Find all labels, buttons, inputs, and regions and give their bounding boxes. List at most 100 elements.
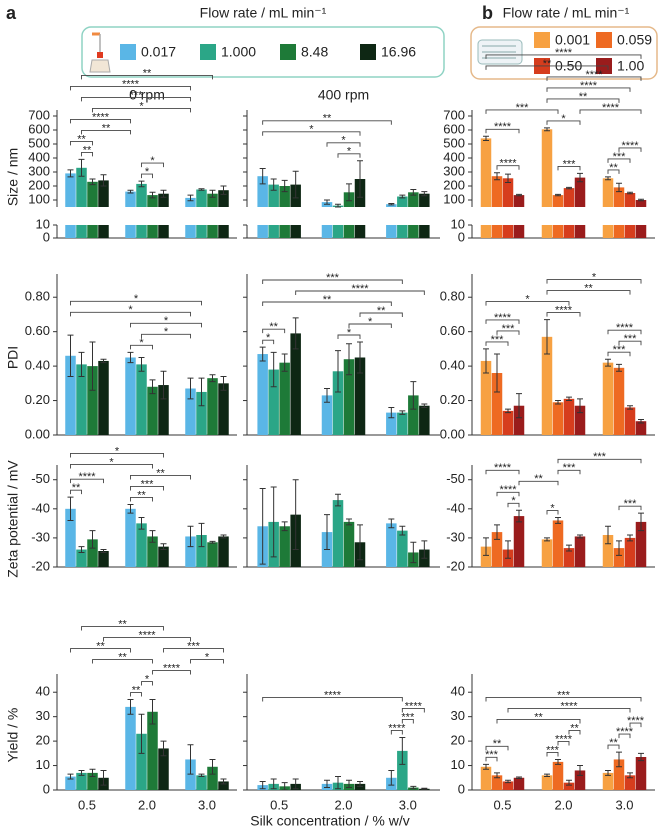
bar [268,369,279,435]
error-bar [100,358,107,364]
error-bar [67,334,74,377]
x-tick-label: 2.0 [334,797,352,812]
significance-label: ** [118,618,127,630]
significance-bracket [130,497,153,502]
significance-label: ** [132,684,141,696]
significance-label: **** [351,283,369,295]
significance-label: **** [138,629,156,641]
significance-label: ** [377,305,386,317]
legend-label: 16.96 [381,44,416,60]
x-tick-label: 2.0 [554,797,572,812]
error-bar [324,388,330,403]
significance-label: *** [546,744,560,756]
significance-label: * [145,166,150,178]
bar [332,371,344,435]
bar [147,386,158,435]
bar [147,225,158,238]
bar [196,225,207,238]
bar [502,781,514,790]
significance-bracket [607,329,642,335]
bar [125,191,136,207]
error-bar [638,198,644,202]
error-bar [605,769,611,776]
bar [613,225,625,238]
y-tick-label: -30 [446,529,465,544]
significance-label: *** [491,334,505,346]
bar [635,421,647,435]
significance-bracket [359,312,403,317]
bar [397,412,408,435]
significance-label: **** [621,140,639,152]
error-bar [187,744,194,775]
bar [513,516,525,567]
error-bar [100,174,107,187]
significance-label: * [164,326,169,338]
error-bar [160,740,167,757]
error-bar [220,375,227,391]
error-bar [605,176,611,181]
significance-label: **** [555,305,573,317]
bar [65,355,76,435]
error-bar [149,379,156,395]
significance-bracket [485,65,609,70]
error-bar [494,524,500,540]
bar [196,775,207,790]
error-bar [220,778,227,785]
error-bar [346,518,352,526]
error-bar [346,779,352,789]
bar [185,225,196,238]
error-bar [100,549,107,553]
bar [218,190,229,207]
significance-label: ** [493,738,502,750]
error-bar [399,525,406,536]
bar [552,520,564,567]
error-bar [357,160,363,198]
significance-label: ** [579,91,588,103]
significance-label: **** [405,700,423,712]
bar [147,195,158,207]
error-bar [292,778,299,790]
significance-bracket [507,707,631,713]
error-bar [616,540,622,556]
bar [408,225,419,238]
significance-bracket [485,341,509,346]
significance-label: * [561,113,566,125]
y-tick-label: 200 [443,177,465,192]
significance-bracket [81,626,164,631]
error-bar [209,540,216,544]
error-bar [292,479,299,551]
bar [386,523,397,567]
significance-bracket [607,158,631,163]
bar [552,195,564,207]
error-bar [616,182,622,193]
legend-box [81,26,445,78]
y-tick-label: 0 [43,781,50,796]
significance-bracket [262,279,403,284]
error-bar [292,170,299,199]
legend-label: 1.000 [221,44,256,60]
significance-bracket [485,109,559,114]
bar [321,225,333,238]
significance-bracket [70,300,202,306]
bar [218,536,229,567]
bar [98,225,109,238]
error-bar [209,374,216,383]
bar [98,551,109,567]
error-bar [544,319,550,355]
bar [602,535,614,567]
error-bar [410,189,417,196]
significance-bracket [81,151,93,157]
error-bar [346,343,352,376]
error-bar [198,188,205,191]
significance-bracket [546,98,620,103]
significance-label: * [150,155,155,167]
y-tick-label: -20 [31,558,50,573]
error-bar [555,517,561,524]
significance-bracket [485,745,509,751]
significance-label: *** [326,272,340,284]
error-bar [544,127,550,132]
x-axis-title: Silk concentration / % w/v [250,813,410,829]
bar [343,225,355,238]
error-bar [399,410,406,415]
error-bar [138,180,145,188]
